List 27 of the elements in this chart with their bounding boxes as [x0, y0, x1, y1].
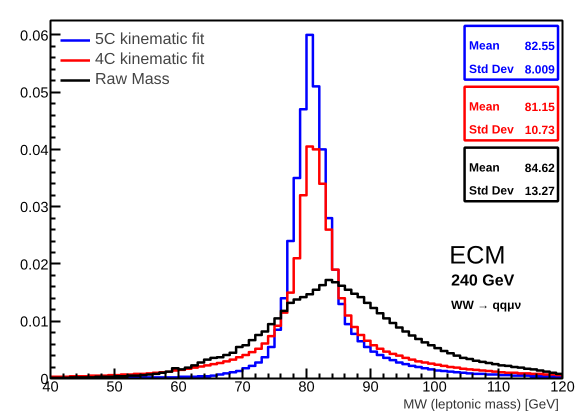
y-tick-label: 0.04: [20, 142, 49, 159]
x-tick-label: 70: [234, 380, 251, 396]
text: Mean 84.62: [469, 160, 555, 175]
text: Mean 82.55: [469, 38, 555, 54]
x-axis-title: MW (leptonic mass) [GeV]: [403, 396, 559, 411]
legend-label: Raw Mass: [95, 71, 170, 89]
y-tick-label: 0.01: [20, 314, 49, 331]
annotation: WW → qqμν: [451, 298, 522, 312]
legend-label: 5C kinematic fit: [95, 31, 204, 49]
x-tick-label: 90: [362, 380, 379, 396]
y-tick-label: 0.03: [20, 200, 49, 216]
annotation: ECM: [449, 241, 506, 270]
x-tick-label: 80: [298, 380, 315, 396]
annotation: 240 GeV: [451, 272, 515, 290]
annotation: Std Dev 13.27: [469, 184, 556, 198]
x-tick-label: 50: [106, 380, 123, 396]
x-tick-label: 60: [170, 380, 187, 396]
legend-label: 4C kinematic fit: [95, 51, 204, 69]
y-tick-label: 0.05: [20, 86, 49, 102]
annotation: Std Dev 10.73: [469, 122, 556, 138]
y-tick-label: 0.02: [20, 257, 49, 274]
annotation: Std Dev 8.009: [469, 62, 556, 76]
x-tick-label: 120: [550, 380, 575, 396]
x-tick-label: 110: [486, 380, 510, 396]
y-tick-label: 0.06: [20, 28, 49, 44]
x-tick-label: 100: [422, 380, 447, 396]
text: Mean 81.15: [469, 99, 555, 114]
